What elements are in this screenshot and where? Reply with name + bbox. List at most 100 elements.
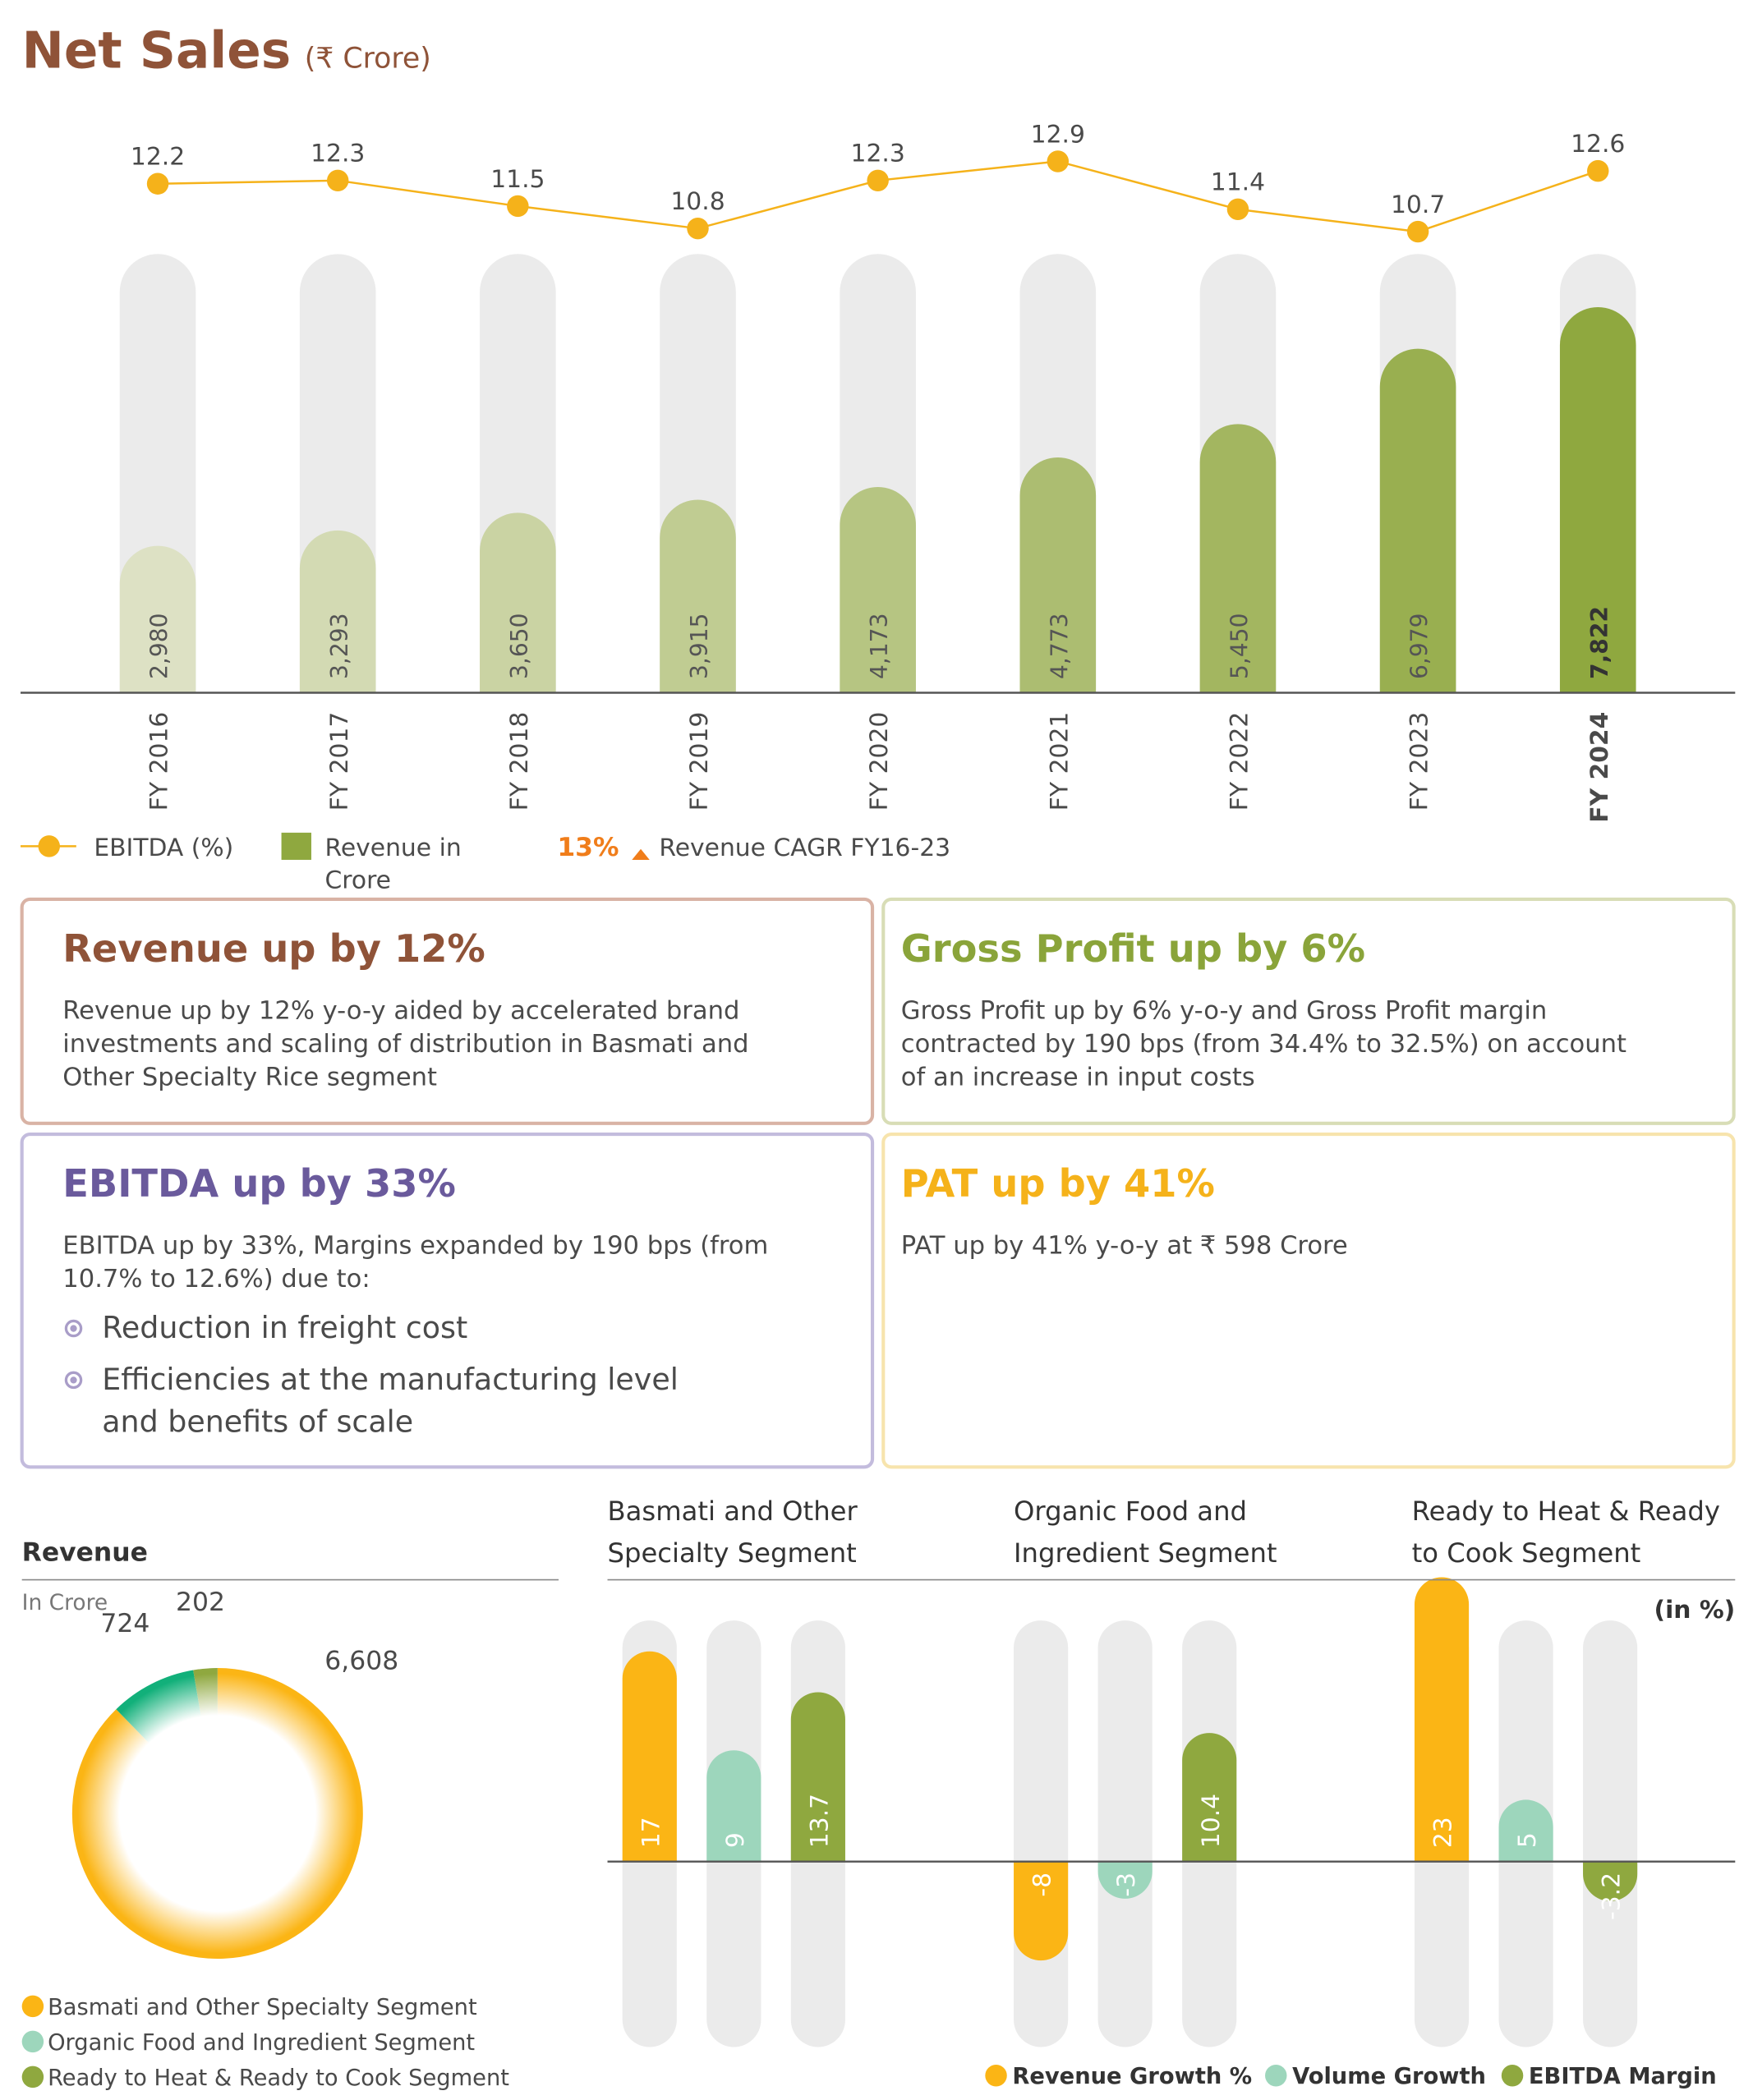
legend-marker bbox=[985, 2064, 1007, 2087]
bullet-text: Efficiencies at the manufacturing level … bbox=[102, 1362, 688, 1439]
x-tick-label: FY 2017 bbox=[325, 712, 354, 811]
x-tick-label: FY 2016 bbox=[145, 712, 174, 811]
legend-label: EBITDA Margin bbox=[1529, 2064, 1717, 2089]
bar-value-label: 4,173 bbox=[866, 613, 893, 678]
bar-value-label: 10.4 bbox=[1197, 1794, 1226, 1848]
legend-marker bbox=[21, 2030, 44, 2053]
segment-title: Basmati and Other Specialty Segment bbox=[608, 1496, 866, 1569]
bar-value-label: -8 bbox=[1028, 1873, 1057, 1897]
card-text: PAT up by 41% y-o-y at ₹ 598 Crore bbox=[901, 1232, 1348, 1261]
line-value-label: 12.3 bbox=[851, 140, 905, 168]
bar-value-label: 6,979 bbox=[1406, 613, 1433, 678]
line-point bbox=[1226, 198, 1249, 221]
line-point bbox=[326, 169, 349, 192]
bar bbox=[1097, 1861, 1153, 1899]
line-value-label: 12.6 bbox=[1571, 130, 1625, 159]
chart-subtitle: In Crore bbox=[22, 1590, 108, 1615]
legend-swatch bbox=[281, 832, 311, 860]
card-title: PAT up by 41% bbox=[901, 1161, 1215, 1206]
legend-label: EBITDA (%) bbox=[94, 834, 233, 862]
x-tick-label: FY 2021 bbox=[1045, 712, 1074, 811]
bar bbox=[1498, 1799, 1553, 1862]
bar bbox=[622, 1651, 677, 1862]
legend-label: Revenue in Crore bbox=[324, 834, 469, 895]
line-point bbox=[507, 195, 529, 218]
annotation-value: 13% bbox=[557, 833, 619, 862]
legend-marker bbox=[1501, 2064, 1524, 2087]
line-point bbox=[1047, 150, 1070, 172]
card-title: Revenue up by 12% bbox=[62, 926, 485, 971]
line-point bbox=[1406, 220, 1429, 243]
bar-value-label: 3,915 bbox=[686, 613, 713, 678]
legend-label: Basmati and Other Specialty Segment bbox=[48, 1995, 477, 2020]
unit-label: (in %) bbox=[1654, 1596, 1735, 1624]
chart-subtitle: (₹ Crore) bbox=[305, 43, 431, 76]
line-point bbox=[867, 169, 889, 192]
card-text: EBITDA up by 33%, Margins expanded by 19… bbox=[62, 1232, 776, 1294]
line-value-label: 10.7 bbox=[1391, 191, 1445, 219]
annotation-arrow bbox=[632, 848, 650, 860]
bar bbox=[1014, 1861, 1069, 1961]
card bbox=[881, 897, 1736, 1125]
bar bbox=[1182, 1733, 1237, 1862]
line-value-label: 11.5 bbox=[490, 165, 545, 194]
card bbox=[881, 1132, 1736, 1469]
line-value-label: 12.2 bbox=[131, 143, 185, 172]
card-text: Revenue up by 12% y-o-y aided by acceler… bbox=[62, 996, 757, 1091]
annotation-label: Revenue CAGR FY16-23 bbox=[659, 834, 950, 862]
legend-marker bbox=[1265, 2064, 1287, 2087]
legend-marker bbox=[21, 1995, 44, 2018]
x-tick-label: FY 2022 bbox=[1226, 712, 1254, 811]
bar-value-label: 4,773 bbox=[1046, 613, 1073, 678]
bullet bbox=[64, 1319, 83, 1338]
x-tick-label: FY 2024 bbox=[1585, 712, 1614, 823]
line-value-label: 12.3 bbox=[311, 140, 365, 168]
bar bbox=[1019, 457, 1097, 693]
bar bbox=[840, 487, 916, 693]
bar bbox=[1414, 1577, 1470, 1862]
line-value-label: 11.4 bbox=[1211, 168, 1265, 197]
bar-track bbox=[1097, 1620, 1153, 2047]
legend-marker bbox=[38, 835, 60, 857]
x-tick-label: FY 2019 bbox=[685, 712, 714, 811]
legend-marker bbox=[21, 2066, 44, 2089]
chart-title: Revenue bbox=[22, 1537, 148, 1567]
donut-hole bbox=[158, 1753, 278, 1873]
bar-value-label: 5 bbox=[1513, 1832, 1542, 1848]
line-value-label: 10.8 bbox=[670, 187, 725, 216]
bar-value-label: 9 bbox=[721, 1832, 750, 1848]
line-point bbox=[146, 172, 169, 195]
bar-value-label: 7,822 bbox=[1586, 606, 1613, 679]
bar-track bbox=[1014, 1620, 1069, 2047]
bar-value-label: -3 bbox=[1112, 1873, 1141, 1897]
donut-value-label: 724 bbox=[100, 1609, 150, 1638]
card-title: EBITDA up by 33% bbox=[62, 1161, 456, 1206]
card-title: Gross Profit up by 6% bbox=[901, 926, 1365, 971]
legend-label: Revenue Growth % bbox=[1012, 2064, 1252, 2089]
bar-value-label: 17 bbox=[637, 1817, 665, 1848]
segment-title: Ready to Heat & Ready to Cook Segment bbox=[1412, 1496, 1729, 1569]
bar-value-label: 3,293 bbox=[326, 613, 353, 678]
bar bbox=[299, 530, 376, 693]
segment-title: Organic Food and Ingredient Segment bbox=[1014, 1496, 1277, 1569]
bar bbox=[1559, 306, 1636, 693]
bar bbox=[660, 499, 736, 693]
x-tick-label: FY 2020 bbox=[865, 712, 894, 811]
bar bbox=[119, 545, 196, 693]
bar bbox=[706, 1750, 761, 1862]
bullet-dot bbox=[70, 1376, 77, 1384]
bar-track bbox=[1583, 1620, 1638, 2047]
bar-value-label: 13.7 bbox=[805, 1794, 834, 1848]
line-point bbox=[1587, 159, 1609, 182]
bar bbox=[1379, 348, 1456, 693]
bar-value-label: 23 bbox=[1429, 1817, 1458, 1848]
bar bbox=[480, 512, 556, 693]
bar-value-label: 3,650 bbox=[506, 613, 533, 678]
x-tick-label: FY 2018 bbox=[505, 712, 534, 811]
legend-label: Volume Growth bbox=[1292, 2064, 1486, 2089]
bar-value-label: 2,980 bbox=[146, 613, 173, 678]
card-text: Gross Profit up by 6% y-o-y and Gross Pr… bbox=[901, 996, 1635, 1091]
chart-title: Net Sales bbox=[22, 22, 292, 80]
